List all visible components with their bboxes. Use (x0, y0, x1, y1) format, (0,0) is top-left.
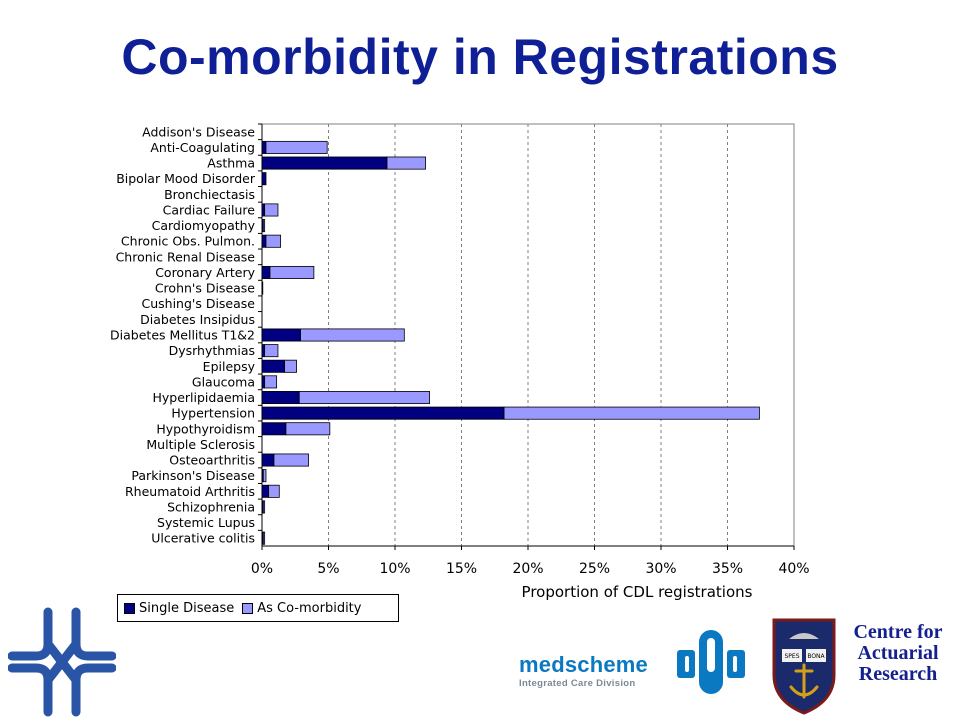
bar-as-comorbidity (298, 391, 430, 405)
bar-as-comorbidity (262, 531, 266, 545)
y-category-label: Hyperlipidaemia (152, 390, 255, 405)
y-category-label: Cardiac Failure (163, 202, 256, 217)
bar-as-comorbidity (262, 219, 266, 233)
y-category-label: Addison's Disease (142, 124, 255, 139)
bar-single-disease (261, 328, 301, 342)
x-tick-label: 30% (645, 561, 676, 577)
y-category-label: Parkinson's Disease (131, 468, 255, 483)
car-logo-text: Centre for Actuarial Research (838, 622, 958, 685)
x-axis-label: Proportion of CDL registrations (522, 583, 753, 601)
y-category-label: Crohn's Disease (155, 281, 255, 296)
y-category-label: Bronchiectasis (164, 187, 255, 202)
y-category-label: Diabetes Insipidus (140, 312, 255, 327)
crest-motto-right: BONA (807, 653, 825, 660)
cross-logo-icon (8, 607, 116, 717)
bar-single-disease (261, 156, 388, 170)
bar-as-comorbidity (386, 156, 426, 170)
y-category-label: Hypothyroidism (156, 421, 255, 436)
page-title: Co-morbidity in Registrations (121, 29, 839, 85)
bar-as-comorbidity (503, 406, 760, 420)
y-category-label: Hypertension (171, 406, 255, 421)
medscheme-name: medscheme (519, 652, 648, 677)
bar-as-comorbidity (285, 422, 331, 436)
bar-single-disease (261, 281, 264, 295)
x-tick-label: 15% (446, 561, 477, 577)
car-line-2: Actuarial (857, 642, 939, 664)
bar-single-disease (261, 359, 286, 373)
y-category-label: Glaucoma (192, 374, 255, 389)
x-tick-label: 35% (712, 561, 743, 577)
y-category-label: Dysrhythmias (169, 343, 255, 358)
x-tick-label: 25% (579, 561, 610, 577)
y-category-label: Multiple Sclerosis (146, 437, 255, 452)
crest-motto-left: SPES (784, 653, 799, 660)
legend-label-comorbidity: As Co-morbidity (257, 600, 362, 616)
legend-label-single: Single Disease (139, 600, 235, 616)
x-tick-label: 5% (317, 561, 339, 577)
bar-as-comorbidity (284, 359, 297, 373)
bar-as-comorbidity (264, 203, 279, 217)
bar-single-disease (261, 453, 275, 467)
car-line-3: Research (858, 663, 938, 685)
bar-as-comorbidity (269, 265, 315, 279)
car-line-1: Centre for (853, 621, 943, 643)
bar-single-disease (261, 234, 267, 248)
bar-single-disease (261, 422, 287, 436)
y-category-label: Osteoarthritis (169, 453, 255, 468)
bar-single-disease (261, 265, 271, 279)
legend-item-comorbidity: As Co-morbidity (242, 601, 361, 616)
y-category-label: Schizophrenia (167, 499, 255, 514)
bar-as-comorbidity (300, 328, 405, 342)
medscheme-mark-icon (677, 630, 745, 694)
medscheme-logo-text: medscheme Integrated Care Division (519, 652, 648, 690)
chart-legend: Single Disease As Co-morbidity (117, 594, 399, 622)
x-tick-label: 0% (251, 561, 273, 577)
y-category-label: Cardiomyopathy (152, 218, 256, 233)
bar-as-comorbidity (264, 375, 278, 389)
y-category-label: Epilepsy (203, 359, 256, 374)
bar-single-disease (261, 406, 505, 420)
legend-item-single: Single Disease (124, 601, 234, 616)
y-category-label: Asthma (207, 156, 255, 171)
y-category-label: Rheumatoid Arthritis (125, 484, 255, 499)
bar-as-comorbidity (265, 140, 328, 154)
legend-swatch-single (124, 602, 135, 614)
y-category-label: Anti-Coagulating (150, 140, 255, 155)
y-category-label: Ulcerative colitis (151, 531, 255, 546)
medscheme-subtitle: Integrated Care Division (519, 678, 636, 689)
bar-single-disease (261, 140, 267, 154)
y-category-label: Diabetes Mellitus T1&2 (110, 328, 255, 343)
university-crest-icon: SPES BONA (772, 618, 836, 715)
bar-as-comorbidity (268, 484, 280, 498)
bar-as-comorbidity (262, 500, 266, 514)
bar-as-comorbidity (262, 469, 267, 483)
bar-as-comorbidity (273, 453, 309, 467)
y-category-label: Systemic Lupus (157, 515, 255, 530)
y-category-label: Chronic Obs. Pulmon. (121, 234, 255, 249)
legend-swatch-comorbidity (242, 602, 254, 614)
y-category-label: Bipolar Mood Disorder (116, 171, 256, 186)
x-tick-label: 40% (778, 561, 809, 577)
y-category-label: Chronic Renal Disease (116, 249, 256, 264)
x-tick-label: 10% (379, 561, 410, 577)
x-tick-label: 20% (512, 561, 543, 577)
bar-single-disease (261, 172, 267, 186)
bar-as-comorbidity (265, 234, 282, 248)
bar-single-disease (261, 391, 300, 405)
bar-as-comorbidity (264, 344, 279, 358)
bar-single-disease (261, 484, 270, 498)
y-category-label: Cushing's Disease (141, 296, 255, 311)
y-category-label: Coronary Artery (155, 265, 255, 280)
